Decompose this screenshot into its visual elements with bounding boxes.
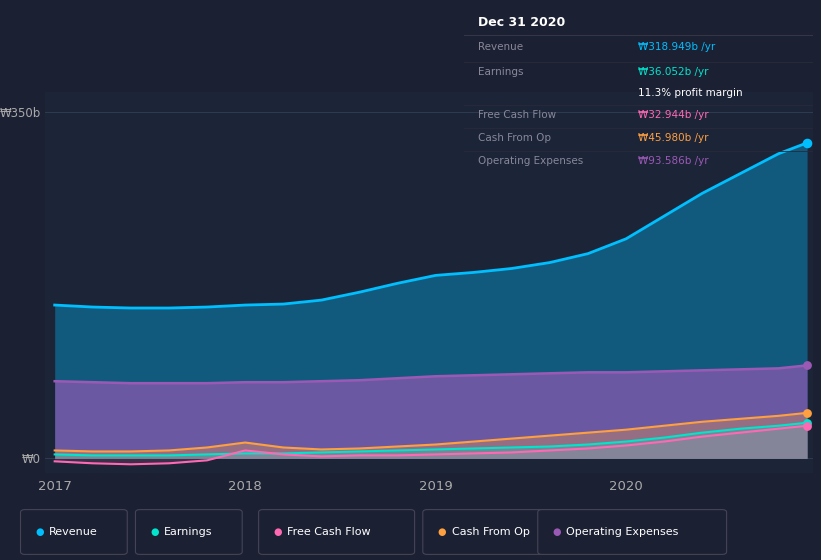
Text: Earnings: Earnings [164,527,213,537]
Text: Free Cash Flow: Free Cash Flow [287,527,371,537]
Point [800,361,814,370]
Text: Cash From Op: Cash From Op [478,133,551,143]
Point [800,408,814,417]
Text: ●: ● [150,527,158,537]
Text: ₩45.980b /yr: ₩45.980b /yr [639,133,709,143]
Text: 11.3% profit margin: 11.3% profit margin [639,88,743,98]
Text: Free Cash Flow: Free Cash Flow [478,110,556,120]
Text: ●: ● [438,527,446,537]
Text: Dec 31 2020: Dec 31 2020 [478,16,565,29]
Text: Operating Expenses: Operating Expenses [478,156,583,166]
Text: Earnings: Earnings [478,67,523,77]
Text: ₩318.949b /yr: ₩318.949b /yr [639,42,716,52]
Text: Cash From Op: Cash From Op [452,527,530,537]
Text: ₩36.052b /yr: ₩36.052b /yr [639,67,709,77]
Point [800,138,814,147]
Text: Operating Expenses: Operating Expenses [566,527,679,537]
Text: ₩32.944b /yr: ₩32.944b /yr [639,110,709,120]
Point [800,418,814,427]
Text: ●: ● [273,527,282,537]
Text: ●: ● [35,527,44,537]
Text: Revenue: Revenue [49,527,98,537]
Text: ₩93.586b /yr: ₩93.586b /yr [639,156,709,166]
Text: Revenue: Revenue [478,42,523,52]
Point [800,421,814,430]
Text: ●: ● [553,527,561,537]
